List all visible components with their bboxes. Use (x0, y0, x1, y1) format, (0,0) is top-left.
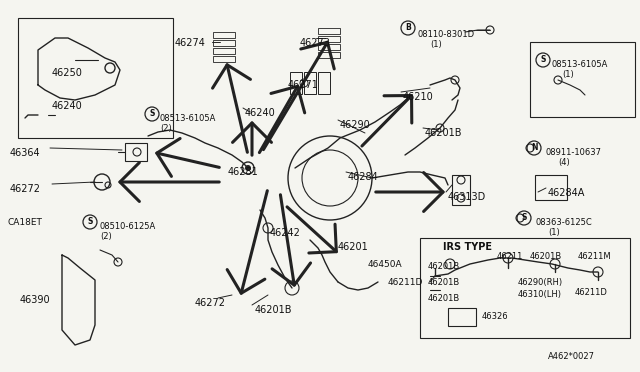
Text: 46284A: 46284A (548, 188, 586, 198)
Text: 46273: 46273 (300, 38, 331, 48)
Bar (18, 18, 173, 138)
Bar (290, 72, 302, 94)
Text: (1): (1) (548, 228, 560, 237)
Text: (2): (2) (160, 124, 172, 133)
Bar (213, 32, 235, 38)
Text: 46211D: 46211D (388, 278, 424, 287)
Text: 46271: 46271 (288, 80, 319, 90)
Bar (318, 36, 340, 42)
Text: 46201B: 46201B (255, 305, 292, 315)
Bar (448, 308, 476, 326)
Text: 46201B: 46201B (425, 128, 463, 138)
Text: 46201B: 46201B (428, 294, 460, 303)
Bar (452, 175, 470, 205)
Text: (1): (1) (430, 40, 442, 49)
Text: 46201B: 46201B (530, 252, 563, 261)
Bar (213, 56, 235, 62)
Text: 46240: 46240 (245, 108, 276, 118)
Text: 46272: 46272 (10, 184, 41, 194)
Text: 46326: 46326 (482, 312, 509, 321)
Text: 08110-8301D: 08110-8301D (418, 30, 475, 39)
Text: S: S (540, 55, 546, 64)
Text: 46210: 46210 (403, 92, 434, 102)
Text: (1): (1) (562, 70, 573, 79)
Bar (318, 52, 340, 58)
Text: (4): (4) (558, 158, 570, 167)
Bar (304, 72, 316, 94)
Bar (318, 44, 340, 50)
Text: 46201B: 46201B (428, 278, 460, 287)
Text: 46313D: 46313D (448, 192, 486, 202)
Text: 46310(LH): 46310(LH) (518, 290, 562, 299)
Text: 08513-6105A: 08513-6105A (160, 114, 216, 123)
Text: S: S (149, 109, 155, 119)
Text: 46211D: 46211D (575, 288, 608, 297)
Text: 08510-6125A: 08510-6125A (100, 222, 156, 231)
Text: 46201B: 46201B (428, 262, 460, 271)
Text: 46281: 46281 (228, 167, 259, 177)
Text: 46284: 46284 (348, 172, 379, 182)
Text: B: B (405, 23, 411, 32)
Text: (2): (2) (100, 232, 112, 241)
Bar (420, 238, 630, 338)
Text: 46201: 46201 (338, 242, 369, 252)
Bar (530, 42, 635, 117)
Text: A462*0027: A462*0027 (548, 352, 595, 361)
Text: S: S (87, 218, 93, 227)
Text: 08911-10637: 08911-10637 (545, 148, 601, 157)
Text: 46450A: 46450A (368, 260, 403, 269)
Text: 08513-6105A: 08513-6105A (552, 60, 609, 69)
Bar (213, 40, 235, 46)
Bar (535, 175, 567, 200)
Bar (213, 48, 235, 54)
Text: 46211: 46211 (497, 252, 524, 261)
Text: 46290(RH): 46290(RH) (518, 278, 563, 287)
Text: 46364: 46364 (10, 148, 40, 158)
Text: IRS TYPE: IRS TYPE (443, 242, 492, 252)
Text: 46211M: 46211M (578, 252, 612, 261)
Text: 46390: 46390 (20, 295, 51, 305)
Text: 46242: 46242 (270, 228, 301, 238)
Text: 46290: 46290 (340, 120, 371, 130)
Bar (125, 143, 147, 161)
Text: 08363-6125C: 08363-6125C (535, 218, 592, 227)
Text: 46250: 46250 (52, 68, 83, 78)
Bar (318, 28, 340, 34)
Bar (318, 72, 330, 94)
Circle shape (245, 165, 251, 171)
Text: 46272: 46272 (195, 298, 226, 308)
Text: CA18ET: CA18ET (8, 218, 43, 227)
Text: 46274: 46274 (175, 38, 206, 48)
Text: N: N (531, 144, 537, 153)
Text: S: S (522, 214, 527, 222)
Text: 46240: 46240 (52, 101, 83, 111)
